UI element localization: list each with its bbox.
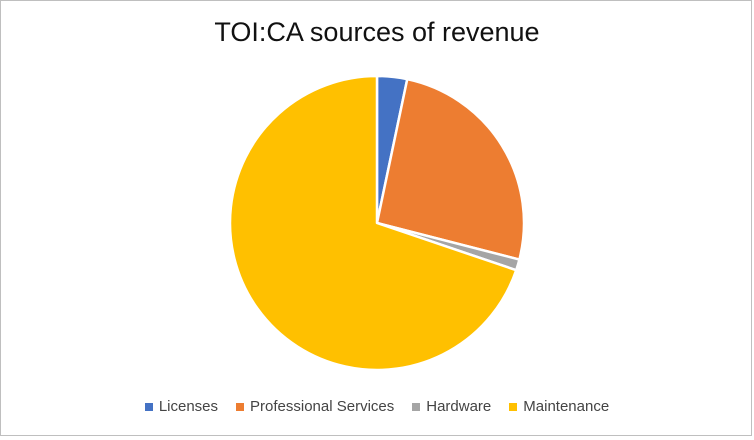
pie-slice-maintenance <box>228 74 518 372</box>
legend-label-maintenance: Maintenance <box>523 398 610 415</box>
chart-title: TOI:CA sources of revenue <box>214 17 540 47</box>
legend-swatch-professional-services <box>236 402 245 411</box>
chart-legend: Licenses Professional Services Hardware Mai… <box>1 398 753 415</box>
legend-item-licenses: Licenses <box>144 398 219 415</box>
legend-item-professional-services: Professional Services <box>236 398 394 415</box>
legend-swatch-hardware <box>412 402 421 411</box>
legend-label-licenses: Licenses <box>158 398 219 415</box>
legend-label-professional-services: Professional Services <box>250 398 395 415</box>
legend-label-hardware: Hardware <box>426 398 492 415</box>
legend-item-hardware: Hardware <box>412 398 491 415</box>
legend-swatch-licenses <box>144 402 153 411</box>
pie-slice-professional-services <box>375 77 526 261</box>
legend-item-maintenance: Maintenance <box>509 398 609 415</box>
legend-swatch-maintenance <box>509 402 518 411</box>
